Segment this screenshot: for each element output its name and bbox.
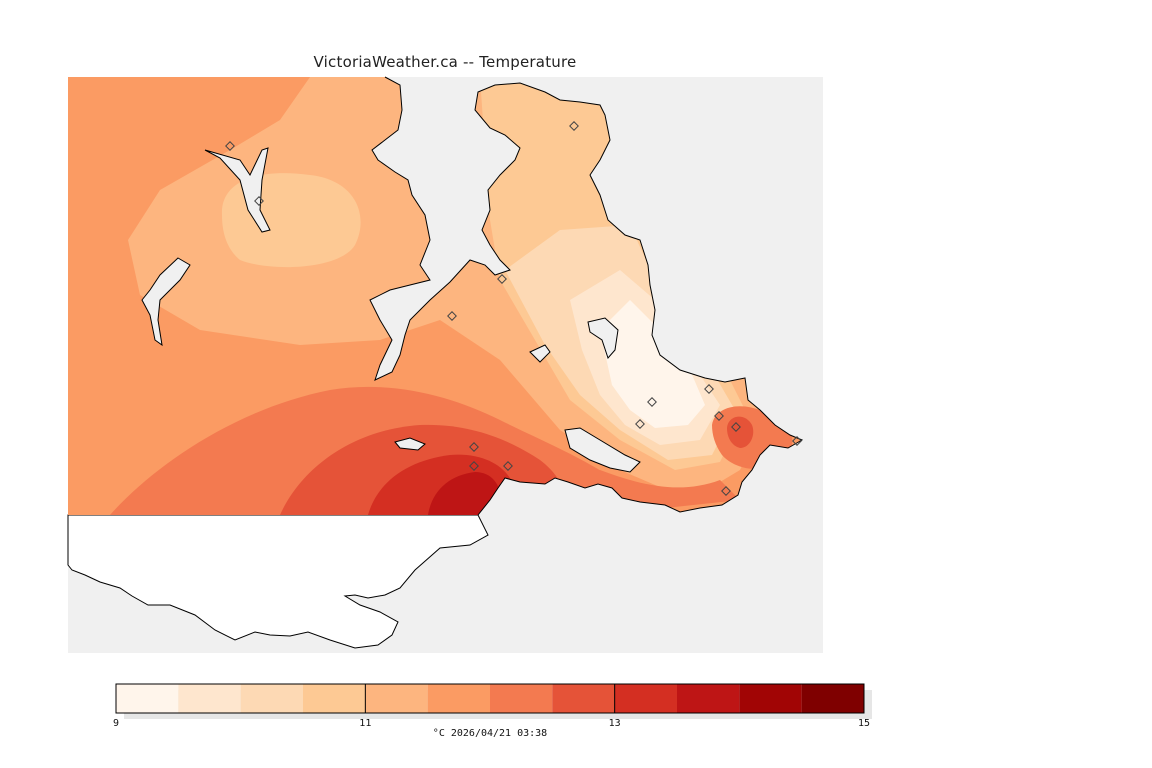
- station-marker[interactable]: [792, 436, 802, 446]
- station-marker[interactable]: [721, 486, 731, 496]
- lake-east-b: [529, 344, 551, 363]
- lake-south: [394, 437, 426, 451]
- station-marker[interactable]: [647, 397, 657, 407]
- station-marker[interactable]: [225, 141, 235, 151]
- legend-bin-9: [677, 684, 740, 713]
- station-marker[interactable]: [731, 422, 741, 432]
- legend-bin-1: [178, 684, 241, 713]
- temp-band-9.0: [600, 300, 705, 428]
- map-title: VictoriaWeather.ca -- Temperature: [313, 53, 577, 71]
- southern-landmass: [67, 514, 489, 649]
- harbour-inlet: [564, 427, 641, 473]
- station-marker[interactable]: [704, 384, 714, 394]
- temp-band-12.5-east: [727, 416, 754, 448]
- legend-caption: °C 2026/04/21 03:38: [432, 728, 548, 739]
- lake-west: [141, 257, 191, 347]
- legend-bin-7: [552, 684, 615, 713]
- legend-bin-4: [365, 684, 428, 713]
- station-marker[interactable]: [714, 411, 724, 421]
- station-marker[interactable]: [469, 442, 479, 452]
- legend-tick-label-3: 15: [858, 718, 870, 729]
- temp-band-13.5: [428, 472, 502, 515]
- coastline: [369, 76, 804, 516]
- legend-bin-5: [427, 684, 490, 713]
- station-marker[interactable]: [469, 461, 479, 471]
- legend-tick-label-2: 13: [609, 718, 621, 729]
- legend-bin-6: [490, 684, 553, 713]
- legend-tick-label-0: 9: [113, 718, 119, 729]
- legend-bin-8: [614, 684, 677, 713]
- lake-east-a: [587, 317, 619, 359]
- station-marker[interactable]: [635, 419, 645, 429]
- legend-bin-11: [801, 684, 864, 713]
- inlet-north: [204, 147, 271, 233]
- station-marker[interactable]: [497, 274, 507, 284]
- station-marker[interactable]: [254, 196, 264, 206]
- stations: [225, 121, 802, 496]
- legend-tick-label-1: 11: [359, 718, 371, 729]
- color-scale-legend: 9 11 13 15: [113, 683, 872, 729]
- station-marker[interactable]: [569, 121, 579, 131]
- legend-bin-10: [739, 684, 802, 713]
- legend-bin-3: [303, 684, 366, 713]
- legend-bin-2: [240, 684, 303, 713]
- legend-bin-0: [116, 684, 179, 713]
- station-marker[interactable]: [447, 311, 457, 321]
- station-marker[interactable]: [503, 461, 513, 471]
